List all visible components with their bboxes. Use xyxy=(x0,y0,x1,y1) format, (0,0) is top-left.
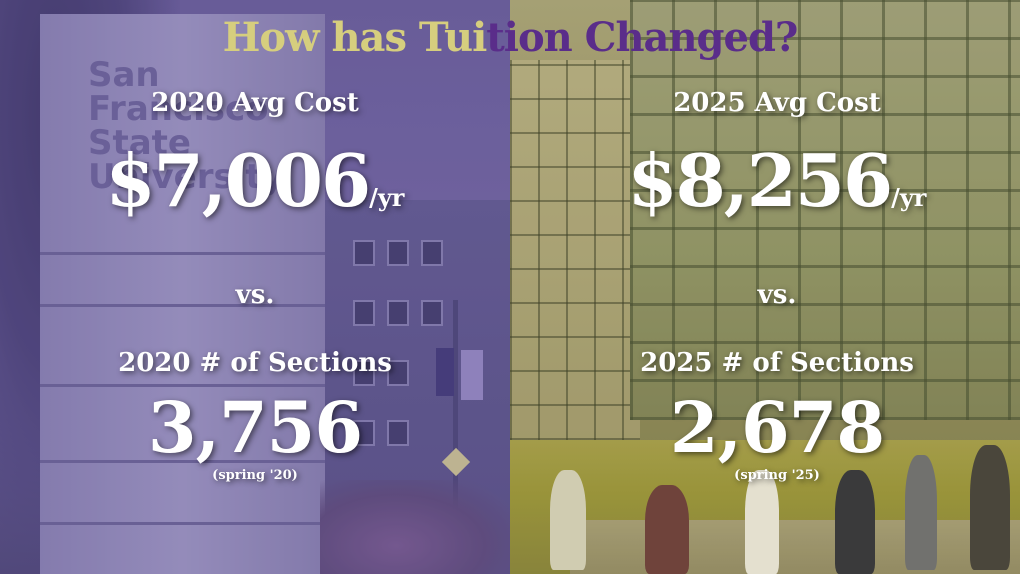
window xyxy=(353,360,375,386)
student-figure xyxy=(745,470,779,574)
left-cost-figure: $7,006/yr xyxy=(60,138,450,223)
right-cost-value: $8,256 xyxy=(627,138,894,223)
left-sections-note: (spring '20) xyxy=(212,468,298,483)
window xyxy=(387,360,409,386)
right-background-photo xyxy=(510,0,1020,574)
window xyxy=(353,420,375,446)
student-figure xyxy=(645,485,689,574)
window xyxy=(387,420,409,446)
headline: How has Tuition Changed? xyxy=(0,14,1020,61)
right-sections-value: 2,678 xyxy=(669,386,885,469)
right-cost-figure: $8,256/yr xyxy=(582,138,972,223)
window xyxy=(421,240,443,266)
left-sections-value: 3,756 xyxy=(147,386,363,469)
left-cost-value: $7,006 xyxy=(105,138,372,223)
student-figure xyxy=(550,470,586,570)
window xyxy=(353,240,375,266)
left-vs-label: vs. xyxy=(235,280,275,310)
window xyxy=(387,240,409,266)
university-sign-monument: San Francisco State University xyxy=(40,14,325,574)
university-sign-text: San Francisco State University xyxy=(88,55,284,197)
pole-banner xyxy=(461,350,483,400)
library-wing xyxy=(510,60,640,440)
left-background-photo: San Francisco State University xyxy=(0,0,510,574)
lamp-pole xyxy=(453,300,458,530)
glass-library-building xyxy=(630,0,1020,420)
student-figure xyxy=(970,445,1010,570)
right-cost-unit: /yr xyxy=(891,183,927,212)
student-figure xyxy=(835,470,875,574)
headline-purple-part: tion Changed? xyxy=(486,14,798,61)
pole-banner xyxy=(436,348,454,396)
left-sections-label: 2020 # of Sections xyxy=(118,348,392,378)
window xyxy=(421,300,443,326)
left-cost-label: 2020 Avg Cost xyxy=(151,88,359,118)
purple-tint-overlay xyxy=(0,0,510,574)
window xyxy=(353,300,375,326)
gold-tint-overlay xyxy=(510,0,1020,574)
right-vs-label: vs. xyxy=(757,280,797,310)
left-cost-unit: /yr xyxy=(369,183,405,212)
shrubs xyxy=(320,480,510,574)
window xyxy=(387,300,409,326)
headline-gold-part: How has Tui xyxy=(222,14,488,61)
student-figure xyxy=(905,455,937,570)
right-sections-note: (spring '25) xyxy=(734,468,820,483)
right-cost-label: 2025 Avg Cost xyxy=(673,88,881,118)
right-sections-label: 2025 # of Sections xyxy=(640,348,914,378)
